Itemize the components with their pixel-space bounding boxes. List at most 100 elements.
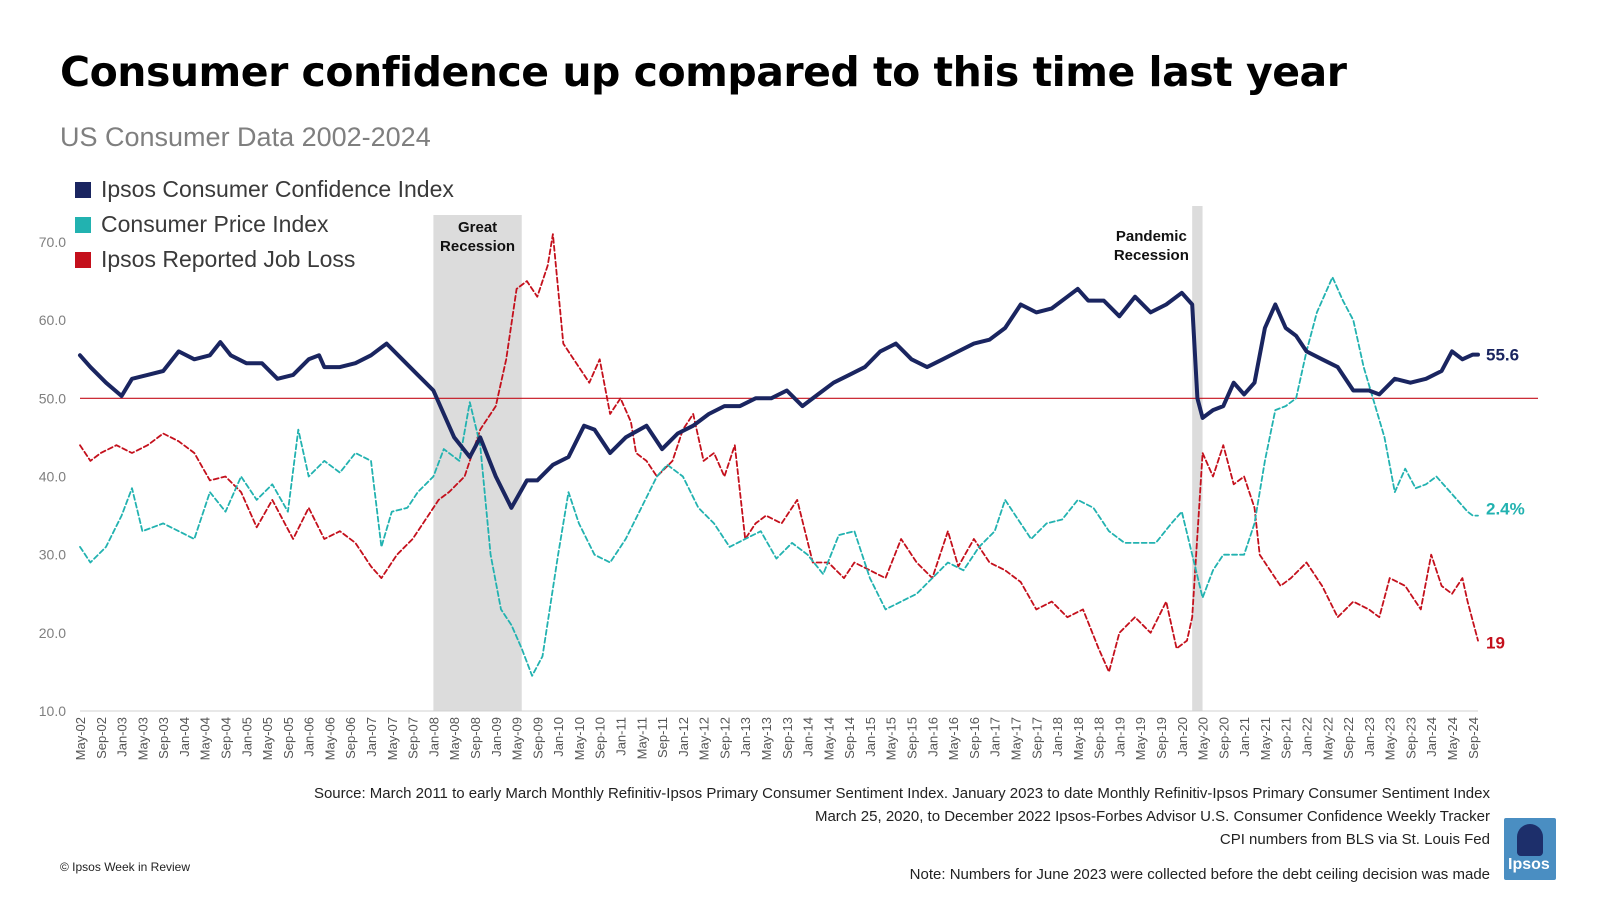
x-tick-label: Jan-06	[302, 717, 317, 757]
x-tick-label: Sep-07	[406, 717, 421, 759]
x-tick-label: May-15	[884, 717, 899, 760]
x-tick-label: May-11	[634, 717, 649, 759]
series-line-job-loss	[79, 233, 1479, 673]
annotation-pandemic-recession: Pandemic	[1116, 228, 1187, 245]
annotation-great-recession: Recession	[440, 238, 515, 255]
x-tick-label: Jan-20	[1175, 717, 1190, 757]
recession-band	[1192, 206, 1203, 711]
x-tick-label: Sep-16	[967, 717, 982, 759]
x-tick-label: May-16	[946, 717, 961, 760]
source-line-1: Source: March 2011 to early March Monthl…	[313, 785, 1490, 802]
x-tick-label: Sep-02	[94, 717, 109, 759]
source-line-2: March 25, 2020, to December 2022 Ipsos-F…	[814, 808, 1490, 825]
end-label-job-loss: 19	[1486, 634, 1505, 653]
x-tick-label: Sep-19	[1154, 717, 1169, 759]
annotation-pandemic-recession: Recession	[1114, 247, 1189, 264]
y-tick-label: 20.0	[39, 625, 66, 641]
x-tick-label: Sep-14	[842, 717, 857, 759]
x-tick-label: Sep-13	[780, 717, 795, 759]
x-tick-label: Sep-18	[1092, 717, 1107, 759]
y-tick-label: 70.0	[39, 234, 66, 250]
x-tick-label: Jan-24	[1424, 717, 1439, 757]
x-tick-label: May-18	[1071, 717, 1086, 760]
x-tick-label: May-17	[1008, 717, 1023, 760]
legend-item-cci: Ipsos Consumer Confidence Index	[75, 172, 454, 207]
x-tick-label: Jan-08	[426, 717, 441, 757]
x-tick-label: Jan-04	[177, 717, 192, 757]
x-tick-label: Jan-10	[551, 717, 566, 757]
y-tick-label: 40.0	[39, 469, 66, 485]
ipsos-logo: Ipsos	[1504, 818, 1556, 880]
x-tick-label: May-20	[1196, 717, 1211, 760]
x-tick-label: Jan-11	[613, 717, 628, 756]
x-tick-label: Sep-24	[1466, 717, 1481, 759]
series-line-cpi	[79, 276, 1479, 677]
x-tick-label: Sep-06	[343, 717, 358, 759]
x-tick-label: Jan-07	[364, 717, 379, 757]
legend-label-cpi: Consumer Price Index	[101, 211, 329, 237]
legend-item-job-loss: Ipsos Reported Job Loss	[75, 242, 454, 277]
y-tick-label: 30.0	[39, 547, 66, 563]
x-tick-label: May-04	[198, 717, 213, 760]
x-tick-label: Sep-03	[156, 717, 171, 759]
note-line: Note: Numbers for June 2023 were collect…	[909, 866, 1490, 883]
x-tick-label: May-24	[1445, 717, 1460, 760]
x-tick-label: May-13	[759, 717, 774, 760]
x-tick-label: May-02	[73, 717, 88, 760]
x-tick-label: May-03	[135, 717, 150, 760]
chart-subtitle: US Consumer Data 2002-2024	[60, 122, 431, 152]
y-tick-label: 10.0	[39, 703, 66, 719]
x-tick-label: Sep-05	[281, 717, 296, 759]
x-tick-label: May-14	[821, 717, 836, 760]
x-tick-label: Jan-16	[925, 717, 940, 757]
x-tick-label: Sep-04	[219, 717, 234, 759]
x-tick-label: May-23	[1383, 717, 1398, 760]
x-tick-label: Sep-11	[655, 717, 670, 758]
x-tick-label: Jan-18	[1050, 717, 1065, 757]
logo-text: Ipsos	[1508, 856, 1550, 873]
x-tick-label: Jan-17	[988, 717, 1003, 757]
series-line-cci	[78, 286, 1480, 510]
x-tick-label: May-22	[1320, 717, 1335, 760]
x-tick-label: May-21	[1258, 717, 1273, 760]
x-tick-label: Jan-23	[1362, 717, 1377, 757]
x-tick-label: Sep-21	[1279, 717, 1294, 759]
x-tick-label: Sep-23	[1403, 717, 1418, 759]
copyright: © Ipsos Week in Review	[60, 860, 191, 874]
legend-swatch-cci	[75, 181, 91, 198]
x-tick-label: Sep-15	[905, 717, 920, 759]
chart-title: Consumer confidence up compared to this …	[60, 48, 1347, 96]
x-tick-label: Jan-09	[489, 717, 504, 757]
legend-item-cpi: Consumer Price Index	[75, 207, 454, 242]
y-tick-label: 50.0	[39, 390, 66, 406]
x-tick-label: Jan-19	[1112, 717, 1127, 757]
x-tick-label: Sep-17	[1029, 717, 1044, 759]
x-tick-label: Jan-22	[1299, 717, 1314, 757]
x-tick-label: Jan-13	[738, 717, 753, 757]
y-tick-label: 60.0	[39, 312, 66, 328]
x-tick-label: Jan-03	[115, 717, 130, 757]
x-tick-label: May-19	[1133, 717, 1148, 760]
x-tick-label: Sep-12	[717, 717, 732, 759]
x-tick-label: Jan-05	[239, 717, 254, 757]
legend-label-cci: Ipsos Consumer Confidence Index	[101, 176, 454, 202]
annotation-great-recession: Great	[458, 219, 497, 236]
logo-head-icon	[1517, 824, 1543, 856]
x-tick-label: May-12	[697, 717, 712, 760]
x-tick-label: Sep-20	[1216, 717, 1231, 759]
x-tick-label: Jan-12	[676, 717, 691, 757]
legend-label-job-loss: Ipsos Reported Job Loss	[101, 246, 356, 272]
x-tick-label: May-06	[322, 717, 337, 760]
x-tick-label: May-08	[447, 717, 462, 760]
x-tick-label: May-10	[572, 717, 587, 760]
x-tick-label: Sep-22	[1341, 717, 1356, 759]
legend: Ipsos Consumer Confidence Index Consumer…	[75, 172, 454, 277]
source-line-3: CPI numbers from BLS via St. Louis Fed	[1219, 831, 1490, 848]
legend-swatch-cpi	[75, 216, 91, 233]
x-tick-label: Jan-21	[1237, 717, 1252, 757]
x-tick-label: Jan-14	[801, 717, 816, 757]
x-tick-label: Jan-15	[863, 717, 878, 757]
x-tick-label: May-09	[510, 717, 525, 760]
end-label-cpi: 2.4%	[1486, 500, 1525, 519]
